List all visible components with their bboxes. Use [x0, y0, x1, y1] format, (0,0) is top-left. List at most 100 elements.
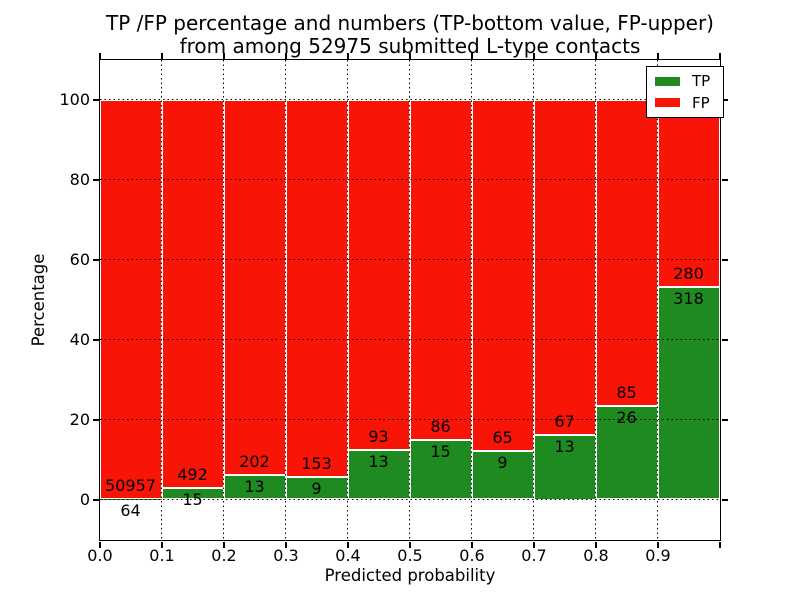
y-axis-right-tick: [721, 339, 728, 341]
y-axis-right-tick: [721, 99, 728, 101]
chart-title-line-1: TP /FP percentage and numbers (TP-bottom…: [106, 11, 714, 35]
x-tick-label: 0.7: [521, 546, 547, 565]
bar-tp-count-label: 64: [120, 500, 141, 520]
bar-fp-count-label: 93: [368, 427, 389, 447]
x-axis-tick: [409, 541, 411, 548]
x-axis-top-tick: [657, 52, 659, 59]
bar-fp-count-label: 86: [430, 417, 451, 437]
gridline-vertical: [223, 59, 224, 540]
y-axis-tick: [92, 99, 99, 101]
bar-fp-count-label: 85: [616, 382, 637, 402]
y-tick-label: 80: [69, 170, 90, 189]
gridline-vertical: [347, 59, 348, 540]
legend: TP FP: [646, 66, 724, 118]
x-tick-label: 0.3: [273, 546, 299, 565]
x-tick-label: 0.0: [87, 546, 113, 565]
bar-fp-count-label: 50957: [105, 475, 156, 495]
x-axis-top-tick: [719, 52, 721, 59]
x-axis-tick: [161, 541, 163, 548]
x-axis-top-tick: [471, 52, 473, 59]
x-axis-top-tick: [285, 52, 287, 59]
bar-tp-count-label: 9: [311, 479, 322, 499]
bar-fp-segment: [533, 99, 596, 435]
bar-tp-count-label: 15: [182, 489, 203, 509]
x-axis-tick: [719, 541, 721, 548]
bar-fp-segment: [285, 99, 348, 478]
x-axis-top-tick: [409, 52, 411, 59]
bar-fp-segment: [595, 99, 658, 406]
plot-area: 50957 64 492 15 202 13 153 9 93 13 86 15 65 9 67 13 85 26…: [98, 58, 721, 541]
gridline-vertical: [471, 59, 472, 540]
legend-label-tp: TP: [692, 72, 711, 91]
x-axis-top-tick: [347, 52, 349, 59]
bar-fp-count-label: 280: [673, 263, 704, 283]
y-tick-label: 60: [69, 250, 90, 269]
bar-tp-count-label: 13: [554, 436, 575, 456]
y-axis-tick: [92, 339, 99, 341]
y-axis-label: Percentage: [29, 253, 48, 347]
y-axis-right-tick: [721, 419, 728, 421]
bar-fp-count-label: 67: [554, 411, 575, 431]
x-axis-tick: [533, 541, 535, 548]
bar-fp-count-label: 65: [492, 427, 513, 447]
x-axis-top-tick: [161, 52, 163, 59]
bar-fp-count-label: 492: [177, 464, 208, 484]
x-tick-label: 0.9: [645, 546, 671, 565]
y-axis-tick: [92, 179, 99, 181]
x-axis-tick: [347, 541, 349, 548]
bar-fp-segment: [409, 99, 472, 441]
legend-entry-fp: FP: [655, 95, 723, 111]
bar-tp-count-label: 15: [430, 442, 451, 462]
y-axis-tick: [92, 419, 99, 421]
y-axis-right-tick: [721, 499, 728, 501]
bar-fp-count-label: 153: [301, 454, 332, 474]
gridline-vertical: [657, 59, 658, 540]
x-tick-label: 0.1: [149, 546, 175, 565]
x-axis-tick: [223, 541, 225, 548]
gridline-vertical: [409, 59, 410, 540]
x-axis-top-tick: [533, 52, 535, 59]
bar-fp-count-label: 202: [239, 452, 270, 472]
bar-tp-count-label: 13: [244, 477, 265, 497]
bar-tp-segment: [657, 286, 720, 500]
x-axis-label: Predicted probability: [324, 566, 496, 585]
y-tick-label: 20: [69, 410, 90, 429]
x-axis-tick: [471, 541, 473, 548]
x-axis-top-tick: [595, 52, 597, 59]
gridline-vertical: [285, 59, 286, 540]
x-axis-tick: [657, 541, 659, 548]
y-tick-label: 40: [69, 330, 90, 349]
legend-entry-tp: TP: [655, 73, 723, 89]
bar-fp-segment: [657, 99, 720, 287]
x-axis-tick: [595, 541, 597, 548]
y-axis-tick: [92, 259, 99, 261]
bar-tp-segment: [595, 405, 658, 500]
bar-fp-segment: [347, 99, 410, 451]
gridline-vertical: [595, 59, 596, 540]
bar-tp-count-label: 13: [368, 452, 389, 472]
legend-label-fp: FP: [692, 93, 710, 112]
x-axis-top-tick: [99, 52, 101, 59]
x-tick-label: 0.5: [397, 546, 423, 565]
x-tick-label: 0.6: [459, 546, 485, 565]
bar-tp-count-label: 318: [673, 288, 704, 308]
y-axis-right-tick: [721, 179, 728, 181]
y-axis-right-tick: [721, 259, 728, 261]
x-axis-top-tick: [223, 52, 225, 59]
x-tick-label: 0.2: [211, 546, 237, 565]
bar-fp-segment: [471, 99, 534, 451]
gridline-vertical: [161, 59, 162, 540]
gridline-vertical: [533, 59, 534, 540]
y-tick-label: 100: [59, 90, 90, 109]
tp-legend-swatch-icon: [655, 76, 680, 86]
x-tick-label: 0.8: [583, 546, 609, 565]
bar-fp-segment: [99, 99, 162, 499]
y-axis-tick: [92, 499, 99, 501]
bar-fp-segment: [161, 99, 224, 488]
bar-tp-count-label: 9: [497, 452, 508, 472]
x-tick-label: 0.4: [335, 546, 361, 565]
fp-legend-swatch-icon: [655, 98, 680, 108]
bar-tp-count-label: 26: [616, 407, 637, 427]
x-axis-tick: [99, 541, 101, 548]
